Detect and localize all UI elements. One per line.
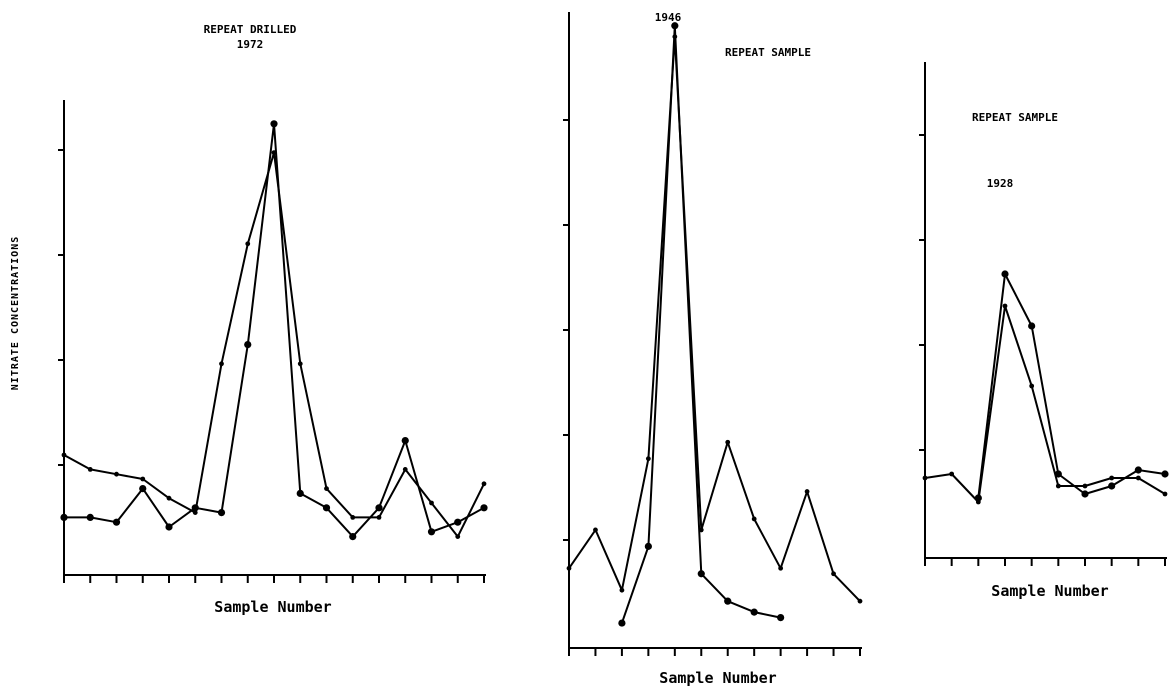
data-point (401, 437, 409, 445)
data-point (297, 361, 303, 367)
data-point (481, 481, 487, 487)
data-point (217, 508, 226, 517)
data-point (1109, 475, 1115, 481)
data-point (777, 614, 785, 622)
data-point (1029, 383, 1035, 389)
data-point (1081, 490, 1089, 498)
data-point (1028, 322, 1036, 330)
data-point (270, 120, 278, 128)
data-point (454, 518, 462, 526)
data-point (480, 504, 488, 512)
data-point (1055, 483, 1061, 489)
data-point (974, 494, 982, 502)
data-point (751, 516, 757, 522)
data-point (140, 476, 146, 482)
data-point (922, 475, 928, 481)
x-axis-label: Sample Number (214, 598, 331, 616)
data-point (750, 608, 758, 616)
data-point (566, 565, 572, 571)
data-point (402, 467, 408, 472)
data-point (60, 513, 68, 522)
data-point (831, 571, 836, 577)
data-point (114, 471, 119, 477)
data-point (697, 570, 705, 578)
data-point (645, 456, 651, 462)
data-point (61, 452, 67, 458)
data-point (1054, 470, 1062, 478)
panel-1928: REPEAT SAMPLE 1928 Sample Number (919, 62, 1169, 600)
data-point (619, 587, 625, 593)
panel-annotation-year: 1972 (237, 38, 264, 51)
data-point (375, 504, 383, 512)
data-point (192, 510, 198, 515)
data-point (165, 523, 173, 531)
data-point (644, 542, 652, 550)
data-point (350, 515, 356, 520)
data-point (86, 513, 94, 522)
data-point (324, 486, 329, 491)
data-point (427, 528, 436, 536)
panel-1946: 1946 REPEAT SAMPLE Sample Number (563, 11, 863, 687)
x-axis-label: Sample Number (991, 582, 1108, 600)
data-point (296, 489, 304, 497)
data-point (219, 361, 224, 367)
data-point (244, 341, 252, 349)
data-point (724, 597, 732, 605)
panel-annotation-year: 1928 (987, 177, 1014, 190)
data-point (778, 565, 784, 571)
data-point (1108, 482, 1116, 490)
data-point (1002, 303, 1008, 309)
data-point (1161, 470, 1169, 478)
data-point (139, 485, 147, 493)
data-point (725, 439, 731, 445)
data-point (87, 467, 93, 472)
data-point (191, 504, 199, 512)
panel-1972: REPEAT DRILLED 1972 NITRATE CONCENTRATIO… (10, 23, 488, 616)
panel-annotation-repeat-drilled: REPEAT DRILLED (204, 23, 297, 36)
data-point (1162, 491, 1168, 497)
series-line-small-marker (63, 151, 485, 538)
series-line-large-marker (64, 122, 485, 538)
data-point (949, 471, 955, 477)
data-point (671, 22, 679, 30)
data-point (804, 489, 810, 494)
series-line-large-marker (620, 24, 781, 624)
data-point (455, 534, 461, 539)
data-point (1135, 475, 1141, 481)
series-line-small-marker (568, 35, 861, 602)
data-point (112, 518, 121, 526)
data-point (376, 515, 382, 520)
data-point (322, 504, 331, 512)
data-point (857, 598, 863, 604)
series-line-large-marker (977, 273, 1166, 499)
data-point (349, 533, 357, 541)
data-point (1134, 466, 1142, 474)
data-point (1082, 483, 1088, 489)
data-point (429, 500, 434, 506)
panel-annotation-repeat-sample: REPEAT SAMPLE (972, 111, 1058, 124)
x-axis-label: Sample Number (659, 669, 776, 687)
data-point (245, 241, 251, 247)
data-point (618, 619, 626, 627)
data-point (166, 495, 172, 501)
data-point (1001, 270, 1009, 278)
y-axis-label: NITRATE CONCENTRATIONS (10, 236, 21, 390)
panel-annotation-repeat-sample: REPEAT SAMPLE (725, 46, 811, 59)
panel-annotation-year: 1946 (655, 11, 682, 24)
data-point (593, 527, 598, 533)
